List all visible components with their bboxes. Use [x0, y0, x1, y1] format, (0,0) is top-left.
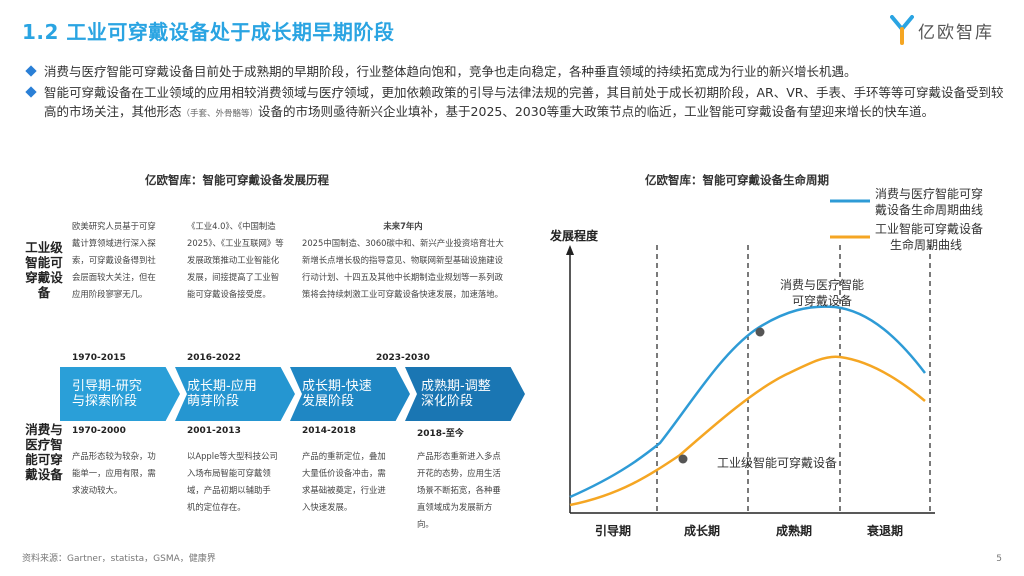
consumer-text-4: 产品形态重新进入多点开花的态势，应用生活场景不断拓宽，各种垂直领域成为发展新方向…: [417, 451, 501, 529]
industrial-text-2: 《工业4.0》、《中国制造2025》、《工业互联网》等发展政策推动工业智能化发展…: [187, 221, 284, 299]
stage-label: 成长期-应用: [187, 379, 257, 394]
consumer-lifecycle-curve: [569, 305, 926, 499]
industrial-text-1: 欧美研究人员基于可穿戴计算领域进行深入探索，可穿戴设备得到社会层面较大关注，但在…: [72, 221, 156, 299]
stage-label: 萌芽阶段: [187, 394, 240, 409]
consumer-years-4: 2018-至今: [417, 429, 464, 439]
industrial-annotation: 工业级智能可穿戴设备: [717, 455, 837, 470]
phase-label-decline: 衰退期: [866, 523, 903, 538]
bullet-item: 消费与医疗智能可穿戴设备目前处于成熟期的早期阶段，行业整体趋向饱和，竞争也走向稳…: [25, 62, 1011, 81]
stage-guidance: 引导期-研究 与探索阶段: [60, 367, 180, 421]
consumer-annotation-1: 消费与医疗智能: [780, 277, 864, 292]
bullet-text: 设备的市场则亟待新兴企业填补，基于2025、2030等重大政策节点的临近，工业智…: [258, 104, 935, 119]
stage-label: 深化阶段: [421, 394, 474, 409]
stage-label: 引导期-研究: [72, 379, 142, 394]
logo-text: 亿欧智库: [918, 22, 994, 43]
industrial-years-1: 1970-2015: [72, 353, 126, 363]
bullet-text: 智能可穿戴设备在工业领域的应用相较消费领域与医疗领域，更加依赖政策的引导与法律法…: [44, 85, 1004, 119]
lifecycle-chart: 消费与医疗智能可穿 戴设备生命周期曲线 工业智能可穿戴设备 生命周期曲线 发展程…: [549, 186, 983, 538]
timeline-title: 亿欧智库：智能可穿戴设备发展历程: [145, 173, 329, 187]
page-number: 5: [996, 554, 1002, 564]
industrial-years-3: 2023-2030: [376, 353, 430, 363]
phase-label-growth: 成长期: [684, 523, 720, 538]
phase-label-guidance: 引导期: [595, 523, 631, 538]
stage-label: 发展阶段: [302, 394, 355, 409]
consumer-row-label: 消费与医疗智能可穿戴设备: [25, 422, 63, 482]
logo: 亿欧智库: [890, 14, 994, 46]
consumer-annotation-2: 可穿戴设备: [792, 293, 852, 308]
industrial-position-marker: [678, 454, 688, 464]
page-title: 1.2 工业可穿戴设备处于成长期早期阶段: [22, 20, 395, 44]
bullet-text: 消费与医疗智能可穿戴设备目前处于成熟期的早期阶段，行业整体趋向饱和，竞争也走向稳…: [44, 64, 857, 79]
consumer-years-3: 2014-2018: [302, 426, 356, 436]
future-title: 未来7年内: [383, 221, 423, 231]
bullet-item: 智能可穿戴设备在工业领域的应用相较消费领域与医疗领域，更加依赖政策的引导与法律法…: [25, 83, 1011, 124]
industrial-years-2: 2016-2022: [187, 353, 241, 363]
logo-icon: [890, 15, 914, 45]
diamond-bullet-icon: [25, 86, 37, 98]
legend-industrial-label-2: 生命周期曲线: [890, 237, 962, 252]
consumer-years-2: 2001-2013: [187, 426, 241, 436]
consumer-text-3: 产品的重新定位，叠加大量低价设备冲击，需求基础被奠定，行业进入快速发展。: [302, 451, 386, 512]
consumer-years-1: 1970-2000: [72, 426, 126, 436]
y-axis-arrow-icon: [566, 245, 574, 255]
legend-consumer-label-1: 消费与医疗智能可穿: [875, 186, 983, 201]
future-text: 2025中国制造、3060碳中和、新兴产业投资培育壮大新增长点增长极的指导意见、…: [302, 238, 504, 299]
stage-growth-fast: 成长期-快速 发展阶段: [290, 367, 410, 421]
stage-label: 与探索阶段: [72, 394, 138, 409]
diamond-bullet-icon: [25, 65, 37, 77]
stage-label: 成长期-快速: [302, 379, 372, 394]
industrial-lifecycle-curve: [569, 355, 926, 507]
bullet-list: 消费与医疗智能可穿戴设备目前处于成熟期的早期阶段，行业整体趋向饱和，竞争也走向稳…: [25, 62, 1011, 126]
stage-label: 成熟期-调整: [421, 379, 491, 394]
legend-industrial-label-1: 工业智能可穿戴设备: [875, 221, 983, 236]
industrial-row-label: 工业级智能可穿戴设备: [25, 240, 63, 300]
source-note: 资料来源：Gartner，statista，GSMA，健康界: [22, 554, 216, 564]
stage-maturity: 成熟期-调整 深化阶段: [405, 367, 525, 421]
y-axis-label: 发展程度: [549, 228, 599, 243]
legend-consumer-label-2: 戴设备生命周期曲线: [875, 202, 983, 217]
consumer-text-2: 以Apple等大型科技公司入场布局智能可穿戴领域，产品初期以辅助手机的定位存在。: [187, 451, 278, 512]
phase-label-maturity: 成熟期: [776, 523, 812, 538]
lifecycle-title: 亿欧智库：智能可穿戴设备生命周期: [645, 173, 829, 187]
bullet-small-note: （手套、外骨骼等）: [181, 109, 259, 119]
stage-growth-early: 成长期-应用 萌芽阶段: [175, 367, 295, 421]
consumer-position-marker: [755, 327, 765, 337]
consumer-text-1: 产品形态较为较杂，功能单一，应用有限，需求波动较大。: [72, 451, 156, 495]
